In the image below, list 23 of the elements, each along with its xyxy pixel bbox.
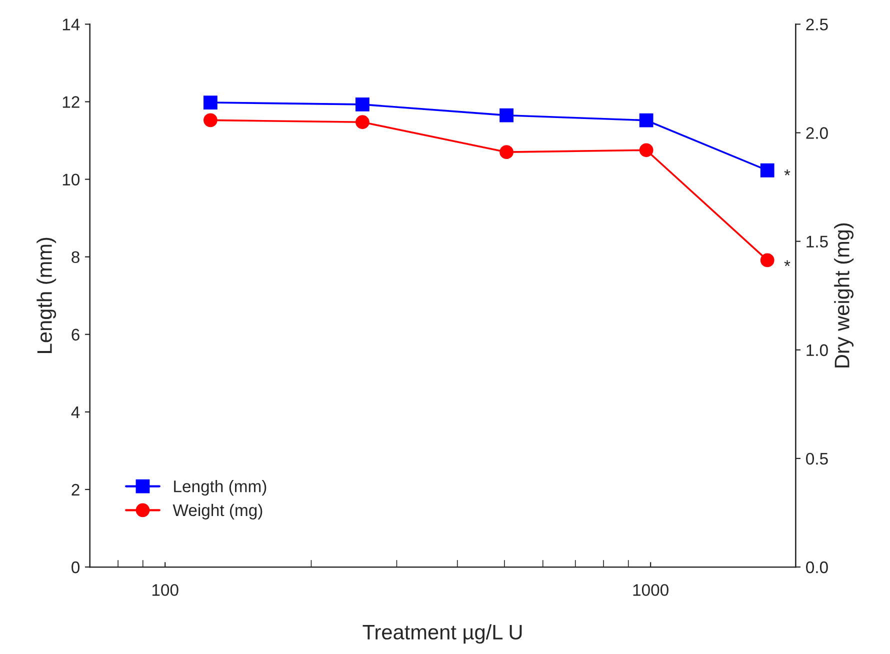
y-tick-label: 2: [72, 484, 80, 496]
x-axis-title: Treatment µg/L U: [362, 624, 522, 644]
annotation: *: [784, 260, 790, 266]
y-tick-label: 14: [62, 18, 80, 30]
y2-tick-label: 2.0: [806, 127, 828, 139]
y-axis-title: Length (mm): [36, 238, 56, 353]
y-tick-label: 8: [72, 251, 80, 264]
y2-tick-label: 1.0: [806, 344, 828, 356]
y-tick-label: 4: [71, 406, 80, 418]
y2-tick-label: 1.5: [806, 236, 828, 248]
y-tick-label: 6: [72, 328, 80, 341]
legend-label: Length (mm): [174, 480, 266, 496]
annotation: *: [784, 170, 790, 176]
y2-tick-label: 0.5: [806, 452, 828, 465]
y2-tick-label: 2.5: [806, 18, 828, 30]
x-tick-label: 100: [152, 584, 178, 596]
y-tick-label: 0: [72, 561, 80, 574]
legend-label: Weight (mg): [172, 504, 262, 520]
y-tick-label: 10: [62, 174, 80, 186]
y-tick-label: 12: [62, 96, 80, 108]
y2-tick-label: 0.0: [806, 561, 828, 574]
y2-axis-title: Dry weight (mg): [834, 223, 854, 368]
x-tick-label: 1000: [633, 584, 668, 596]
